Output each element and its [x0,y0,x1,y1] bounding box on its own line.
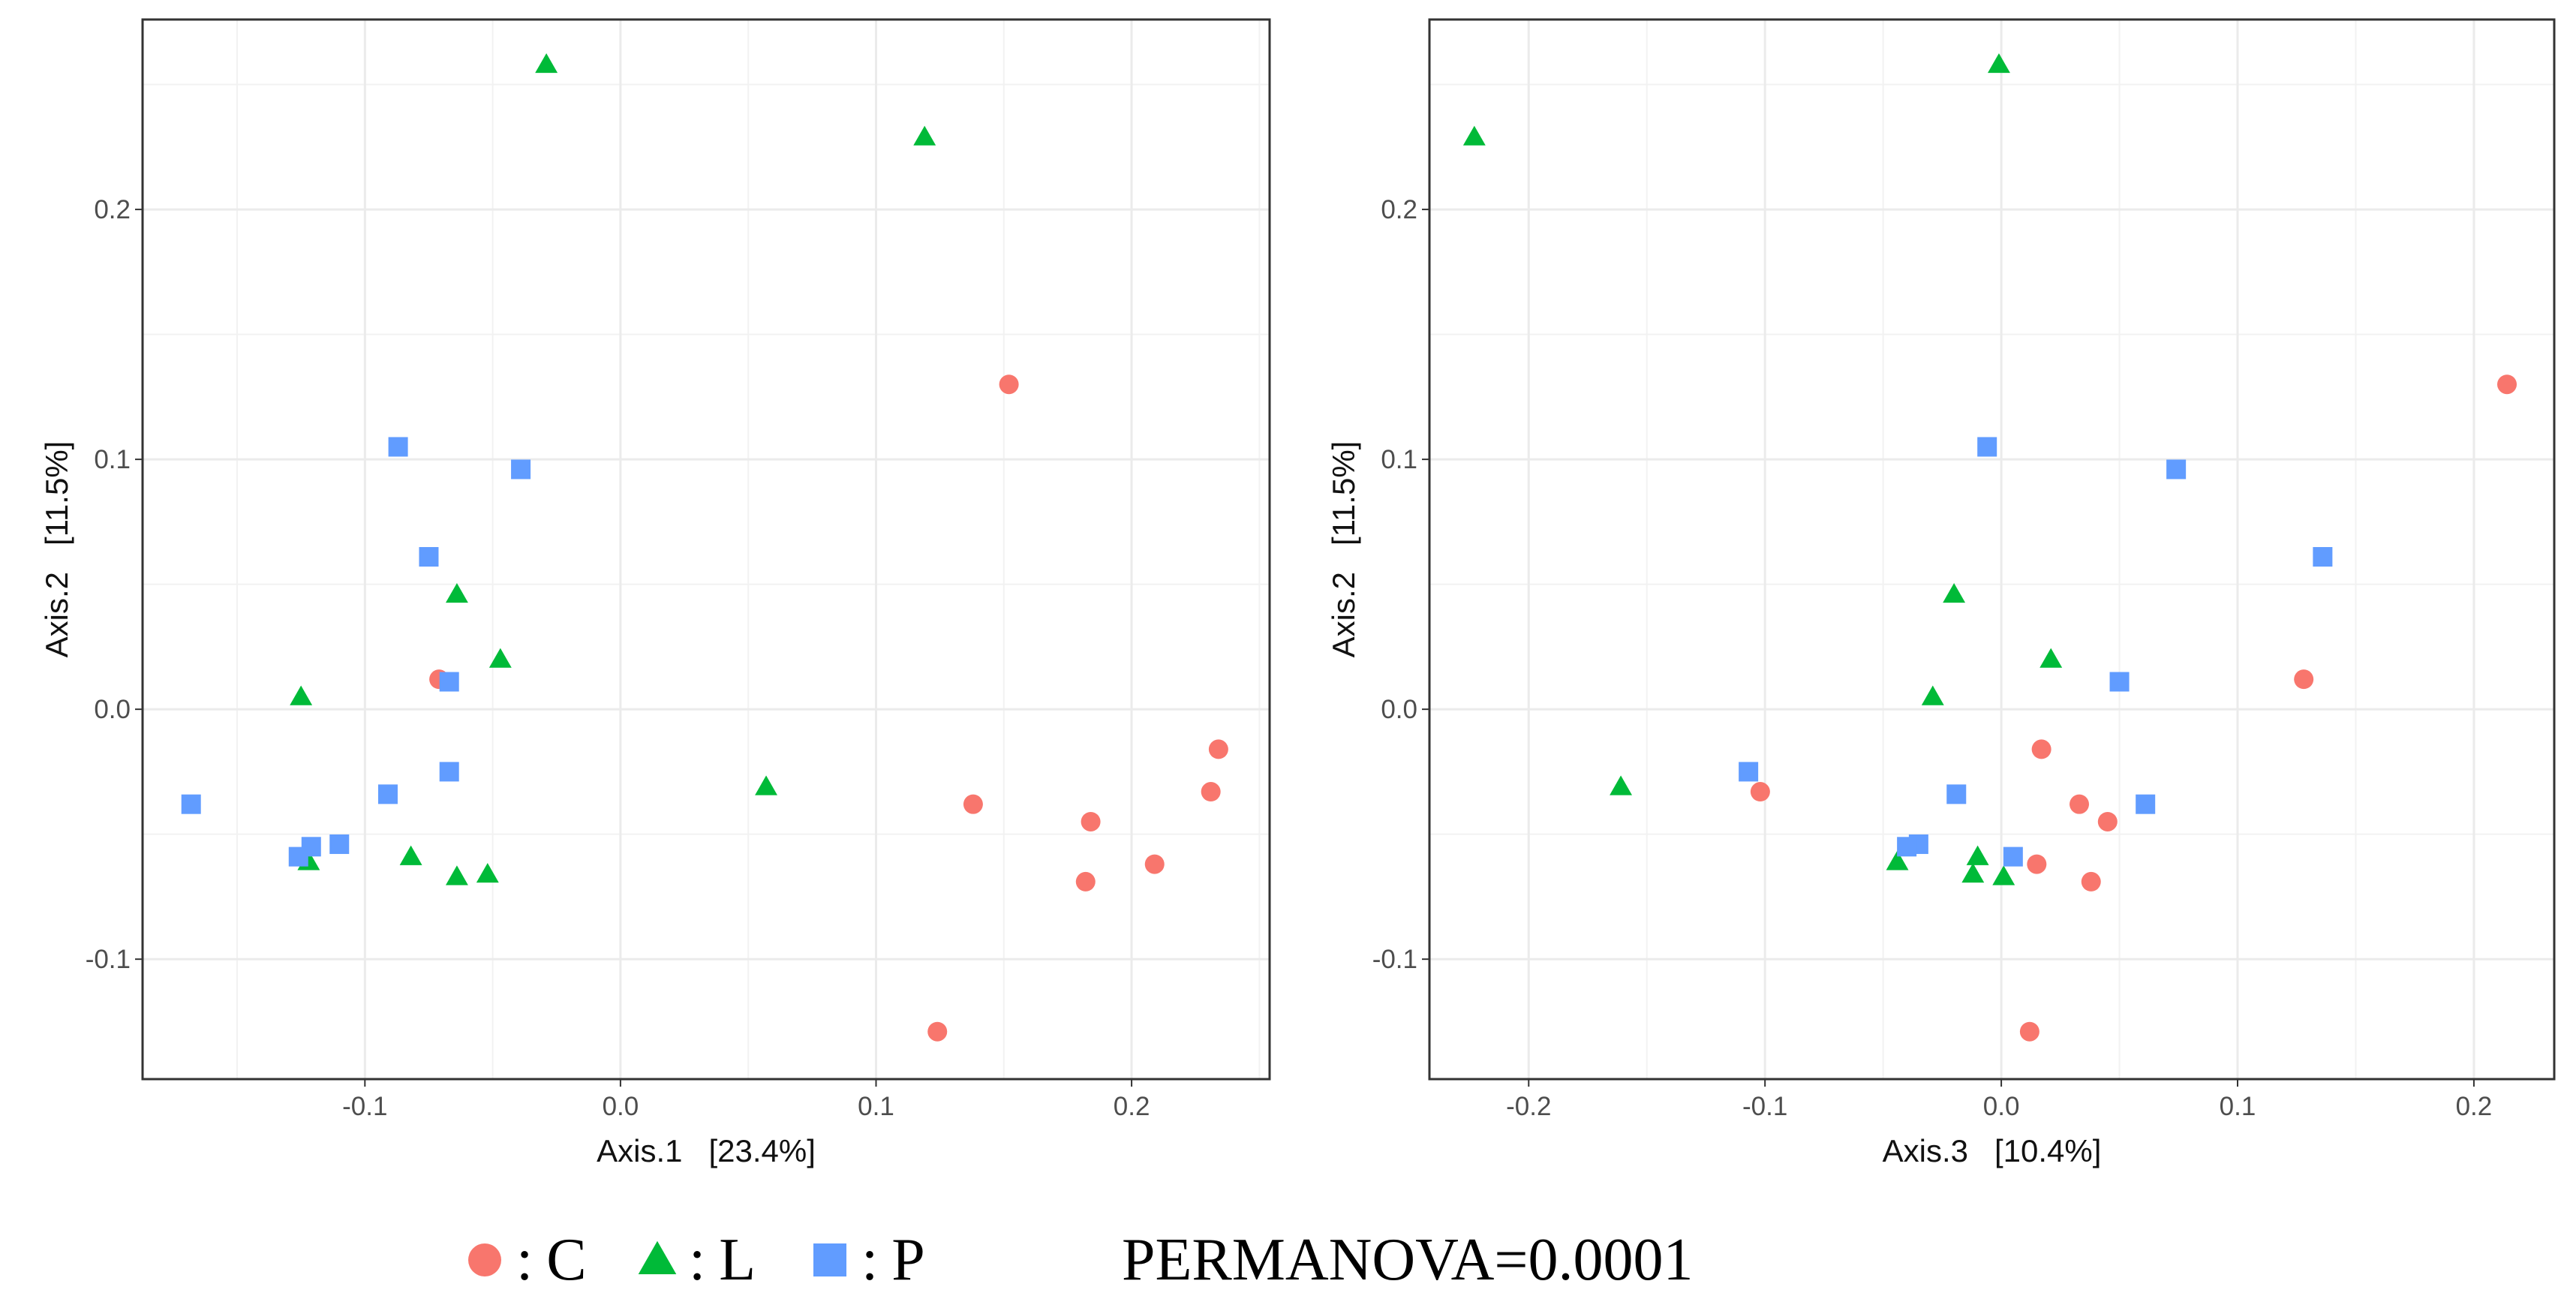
panel-border [1428,18,2556,1081]
x-tick-label: -0.2 [1506,1092,1551,1121]
legend-name: C [546,1227,586,1293]
point [377,784,398,804]
point [2313,546,2333,567]
point [2097,811,2118,831]
point [511,459,531,480]
point [1987,53,2010,74]
point [1943,582,1966,603]
y-tick-label: -0.1 [1372,945,1417,974]
point [927,1021,948,1042]
y-axis-title: Axis.2 [11.5%] [39,441,74,658]
point [2019,1021,2039,1042]
x-tick-label: 0.0 [603,1092,639,1121]
point [535,53,558,74]
point [2031,739,2051,759]
legend-separator: : [516,1227,533,1293]
legend-label: :C [516,1227,587,1293]
panel-border [141,18,1271,1081]
point [963,794,983,814]
point [1201,782,1221,802]
point [1897,837,1917,857]
point [445,582,468,603]
point [1966,845,1989,865]
point [439,672,459,692]
point [419,546,439,567]
point [1992,865,2015,886]
point [913,125,936,146]
panel [143,20,1270,1079]
point [1946,784,1967,804]
x-tick-label: 0.2 [2456,1092,2493,1121]
y-tick-label: 0.0 [94,695,131,724]
point [2294,669,2314,690]
panel [1429,20,2554,1079]
point [288,846,308,867]
x-axis-title: Axis.3 [10.4%] [1883,1133,2102,1168]
legend-name: P [891,1227,925,1293]
x-axis-title: Axis.1 [23.4%] [597,1133,816,1168]
point [1081,811,1101,831]
point [439,762,459,782]
y-axis-title: Axis.2 [11.5%] [1326,441,1361,658]
y-tick-label: 0.2 [94,195,131,224]
point [2027,854,2047,874]
y-tick-label: -0.1 [86,945,131,974]
point [488,648,512,668]
point [388,437,408,457]
x-tick-label: 0.1 [858,1092,894,1121]
point [329,834,350,854]
y-tick-label: 0.2 [1381,195,1417,224]
point [290,685,313,705]
point [1462,125,1486,146]
legend-name: L [719,1227,756,1293]
point [999,374,1019,395]
point [1739,762,1759,782]
y-tick-label: 0.1 [1381,445,1417,474]
point [2081,871,2101,892]
point [1921,685,1944,705]
legend-marker [468,1243,501,1276]
annotation: PERMANOVA=0.0001 [1122,1227,1694,1293]
y-tick-label: 0.1 [94,445,131,474]
legend-label: :L [689,1227,756,1293]
y-tick-label: 0.0 [1381,695,1417,724]
point [399,845,422,865]
legend-label: :P [861,1227,925,1293]
x-tick-label: 0.1 [2220,1092,2256,1121]
point [1144,854,1165,874]
legend-marker [638,1240,677,1274]
x-tick-label: -0.1 [342,1092,387,1121]
point [1750,782,1770,802]
point [2166,459,2187,480]
legend-marker [813,1243,846,1276]
legend-separator: : [689,1227,705,1293]
x-tick-label: -0.1 [1742,1092,1787,1121]
point [1208,739,1228,759]
point [2003,846,2023,867]
point [476,862,499,883]
point [2070,794,2090,814]
point [2039,648,2063,668]
point [1886,850,1909,871]
point [445,865,468,886]
point [181,794,201,814]
point [2136,794,2156,814]
point [1075,871,1096,892]
point [755,775,777,795]
legend-separator: : [861,1227,878,1293]
point [1961,862,1985,883]
point [2497,374,2517,395]
point [2109,672,2130,692]
point [1977,437,1997,457]
point [1610,775,1633,795]
x-tick-label: 0.0 [1983,1092,2020,1121]
x-tick-label: 0.2 [1114,1092,1150,1121]
